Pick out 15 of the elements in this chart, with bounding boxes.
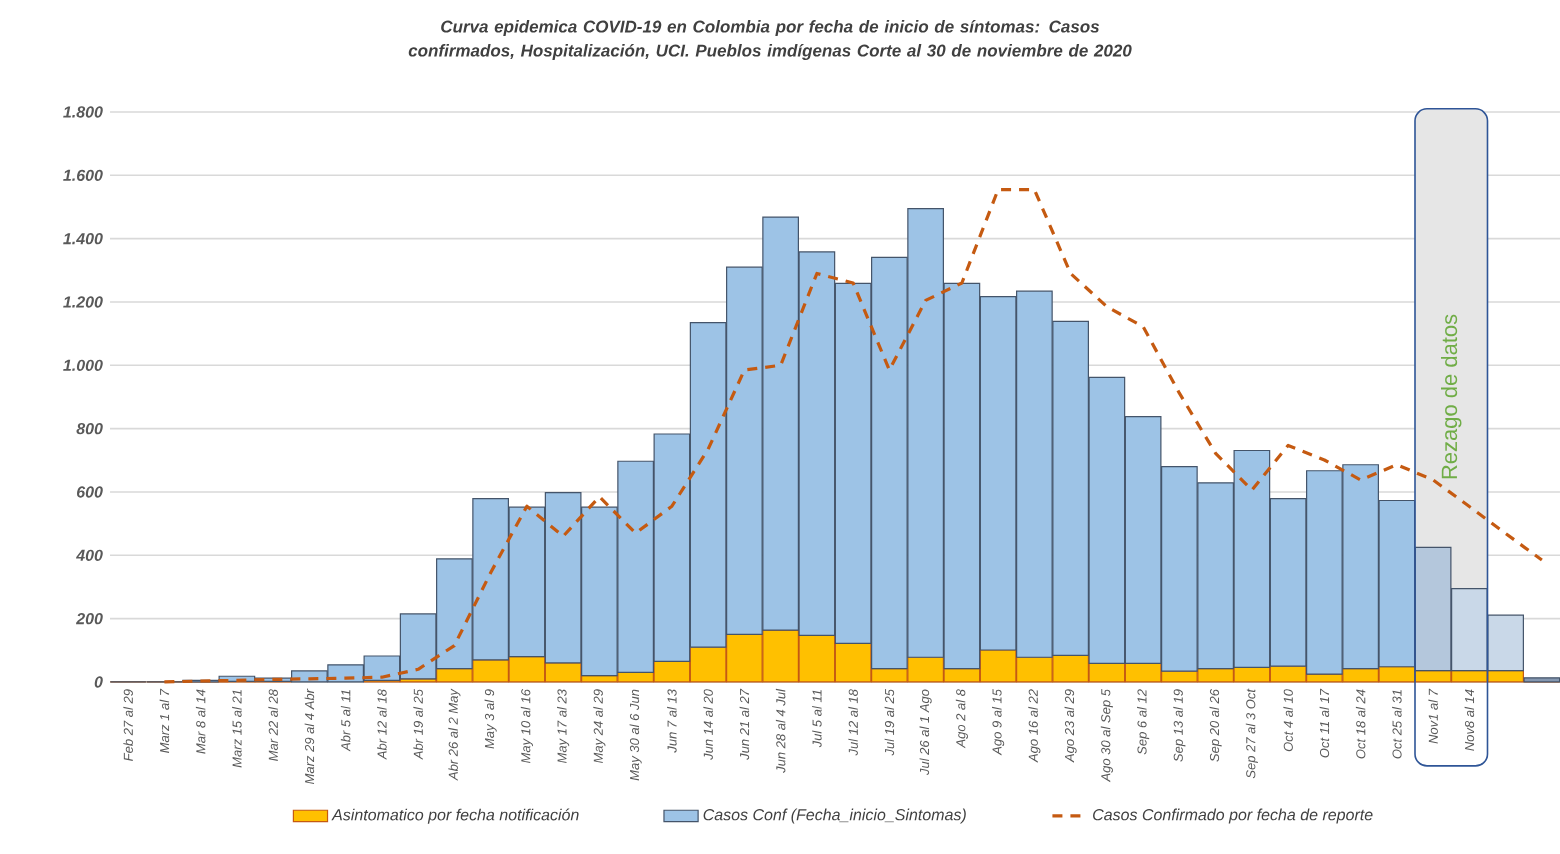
y-tick-label: 1.200	[63, 296, 103, 308]
y-tick-label: 1.000	[63, 359, 103, 371]
y-tick-label: 1.800	[63, 106, 103, 118]
y-tick-label: 400	[76, 549, 103, 561]
y-tick-label: 1.400	[63, 232, 103, 245]
y-tick-label: 800	[76, 422, 103, 435]
band-label: Rezago de datos	[1441, 314, 1462, 479]
y-tick-label: 600	[77, 486, 103, 498]
legend-label: Casos Confirmado por fecha de reporte	[1093, 808, 1373, 824]
y-tick-label: 200	[76, 612, 103, 625]
y-tick-label: 0	[94, 676, 103, 688]
legend-label: Casos Conf (Fecha_inicio_Sintomas)	[703, 808, 966, 824]
y-tick-label: 1.600	[63, 169, 103, 181]
chart-title: Curva epidemica COVID-19 en Colombia por fecha de inicio de síntomas: Casos confirmados, Hospitalización, UCI. Pueblos imdígenas Corte al 30 de noviembre de 2020	[408, 19, 1132, 60]
legend-label: Asintomatico por fecha notificación	[331, 808, 579, 824]
